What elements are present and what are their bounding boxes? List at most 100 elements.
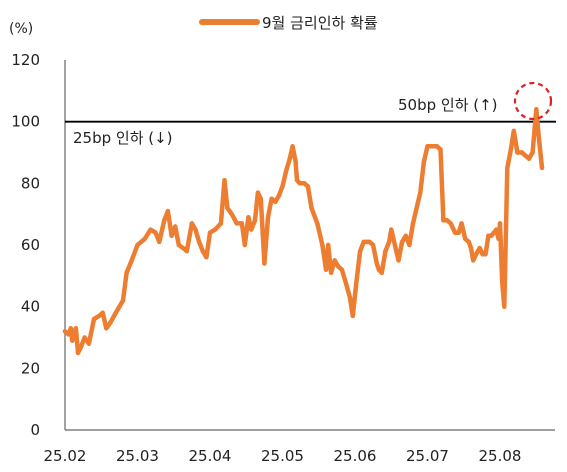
y-tick-label: 20	[21, 359, 40, 377]
data-point	[473, 252, 479, 257]
data-point	[519, 150, 524, 155]
data-point	[184, 249, 189, 254]
data-point	[350, 313, 355, 319]
data-point	[165, 208, 171, 214]
data-point	[383, 249, 388, 254]
data-point	[434, 144, 440, 149]
data-point	[124, 270, 129, 275]
data-point	[444, 218, 450, 223]
data-point	[328, 270, 334, 275]
data-point	[290, 144, 295, 149]
data-point	[305, 184, 311, 189]
data-point	[459, 221, 464, 226]
data-point	[246, 215, 251, 220]
data-point	[120, 298, 126, 303]
data-point	[283, 168, 289, 174]
data-point	[153, 230, 158, 235]
data-point	[347, 295, 353, 300]
data-point	[407, 242, 412, 248]
y-tick-label: 100	[11, 113, 40, 131]
data-point	[86, 341, 92, 346]
data-point	[410, 221, 416, 226]
data-point	[297, 181, 303, 186]
data-point	[193, 227, 198, 232]
data-point	[315, 221, 320, 226]
annotation-50bp-cut: 50bp 인하 (↑)	[398, 96, 498, 114]
data-point	[466, 239, 471, 245]
data-point	[441, 218, 446, 223]
data-point	[392, 242, 398, 248]
data-point	[302, 181, 307, 186]
data-point	[354, 279, 359, 285]
y-tick-label: 0	[30, 421, 40, 439]
x-tick-label: 25.07	[406, 447, 449, 465]
x-tick-label: 25.02	[44, 447, 87, 465]
data-point	[108, 319, 113, 325]
data-point	[280, 184, 285, 189]
data-point	[463, 236, 468, 241]
data-point	[265, 215, 271, 220]
data-point	[414, 205, 419, 211]
y-axis-unit-label: (%)	[9, 21, 33, 37]
data-point	[515, 150, 520, 155]
data-point	[252, 218, 258, 223]
data-point	[91, 316, 97, 322]
legend: 9월 금리인하 확률	[199, 14, 378, 32]
data-point	[523, 153, 528, 158]
data-point	[207, 230, 213, 235]
y-tick-label: 80	[21, 174, 40, 192]
data-point	[142, 236, 147, 241]
data-point	[258, 196, 263, 201]
data-point	[500, 279, 505, 285]
data-point	[189, 221, 195, 226]
data-point	[273, 199, 278, 204]
data-point	[418, 190, 423, 195]
data-point	[62, 329, 68, 334]
data-point	[157, 239, 162, 245]
data-point	[374, 261, 379, 266]
data-point	[75, 350, 81, 356]
data-point	[508, 147, 514, 152]
data-point	[212, 227, 218, 232]
annotation-25bp-cut: 25bp 인하 (↓)	[73, 129, 173, 147]
highlight-circle	[513, 81, 553, 121]
data-point	[323, 267, 329, 272]
data-point	[536, 138, 542, 143]
data-point	[239, 221, 245, 226]
data-point	[113, 310, 119, 315]
data-point	[332, 258, 337, 263]
data-point	[489, 233, 494, 238]
data-point	[438, 147, 443, 152]
data-point	[169, 233, 174, 238]
data-point	[534, 107, 539, 112]
data-point	[262, 261, 267, 266]
x-tick-label: 25.06	[334, 447, 377, 465]
data-point	[269, 196, 274, 201]
data-point	[496, 236, 501, 241]
legend-label: 9월 금리인하 확률	[262, 14, 378, 32]
data-point	[70, 338, 75, 343]
data-point	[448, 221, 453, 226]
data-point	[196, 239, 202, 245]
data-point	[421, 159, 427, 164]
data-point	[68, 326, 74, 331]
data-point	[502, 304, 507, 309]
data-point	[357, 249, 363, 254]
data-point	[73, 326, 79, 331]
data-point	[505, 165, 510, 171]
data-point	[249, 227, 254, 232]
data-point	[343, 279, 348, 285]
data-point	[494, 227, 499, 232]
data-point	[293, 159, 298, 164]
data-point	[339, 267, 345, 272]
data-point	[326, 242, 331, 248]
data-point	[104, 326, 109, 331]
data-point	[82, 335, 87, 340]
data-point	[367, 239, 372, 245]
data-point	[276, 193, 282, 198]
data-point	[389, 227, 394, 232]
data-point	[456, 230, 461, 235]
data-point	[399, 239, 405, 245]
y-tick-labels: 0 20 40 60 80 100 120	[11, 51, 40, 439]
data-point	[361, 239, 366, 245]
